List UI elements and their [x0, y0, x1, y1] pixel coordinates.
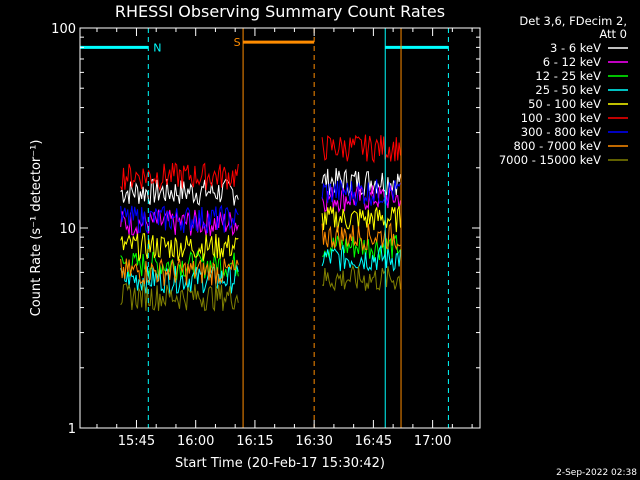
- series-7-segment-0: [120, 258, 239, 286]
- flag-0: N: [80, 28, 161, 428]
- x-tick-label: 16:00: [177, 434, 214, 449]
- flag-label: S: [234, 36, 241, 49]
- y-tick-label: 100: [51, 22, 76, 37]
- data-layer: [120, 134, 401, 312]
- legend-label: 800 - 7000 keV: [513, 139, 601, 153]
- series-8-segment-1: [321, 264, 401, 292]
- series-3-segment-1: [321, 244, 401, 272]
- legend-label: 100 - 300 keV: [521, 111, 601, 125]
- series-4-segment-1: [321, 206, 401, 233]
- legend-label: 25 - 50 keV: [535, 83, 601, 97]
- series-4-segment-0: [120, 233, 239, 261]
- legend-label: 12 - 25 keV: [535, 69, 601, 83]
- series-6: [120, 179, 401, 235]
- series-5: [120, 134, 401, 192]
- series-7: [120, 222, 401, 286]
- series-8: [120, 264, 401, 312]
- legend-header-line: Det 3,6, FDecim 2,: [519, 14, 627, 28]
- legend-label: 6 - 12 keV: [543, 55, 601, 69]
- series-8-segment-0: [120, 282, 239, 312]
- y-tick-label: 10: [59, 222, 76, 237]
- x-tick-label: 15:45: [118, 434, 155, 449]
- flag-label: N: [153, 41, 161, 54]
- series-5-segment-0: [120, 162, 239, 192]
- series-5-segment-1: [321, 134, 401, 164]
- legend-label: 3 - 6 keV: [550, 41, 601, 55]
- y-tick-label: 1: [68, 422, 76, 437]
- x-tick-label: 16:15: [236, 434, 273, 449]
- series-6-segment-0: [120, 204, 239, 235]
- series-7-segment-1: [321, 222, 401, 251]
- legend-label: 300 - 800 keV: [521, 125, 601, 139]
- legend-label: 50 - 100 keV: [528, 97, 601, 111]
- axis-layer: 15:45 16:00 16:15 16:30 16:45 17:00 1 10 100: [51, 22, 480, 449]
- flag-1: S: [234, 28, 315, 428]
- series-0-segment-0: [120, 178, 239, 206]
- series-6-segment-1: [321, 179, 401, 207]
- x-tick-label: 17:00: [414, 434, 451, 449]
- x-axis-label: Start Time (20-Feb-17 15:30:42): [175, 456, 385, 471]
- y-axis-label: Count Rate (s⁻¹ detector⁻¹): [29, 140, 44, 317]
- chart-title: RHESSI Observing Summary Count Rates: [115, 2, 445, 21]
- flag-2: [384, 28, 449, 428]
- legend-header-line: Att 0: [599, 27, 627, 41]
- x-tick-label: 16:30: [295, 434, 332, 449]
- footer-date: 2-Sep-2022 02:38: [556, 468, 637, 478]
- x-tick-label: 16:45: [355, 434, 392, 449]
- legend-label: 7000 - 15000 keV: [499, 153, 601, 167]
- series-4: [120, 206, 401, 261]
- series-2-segment-0: [120, 250, 239, 281]
